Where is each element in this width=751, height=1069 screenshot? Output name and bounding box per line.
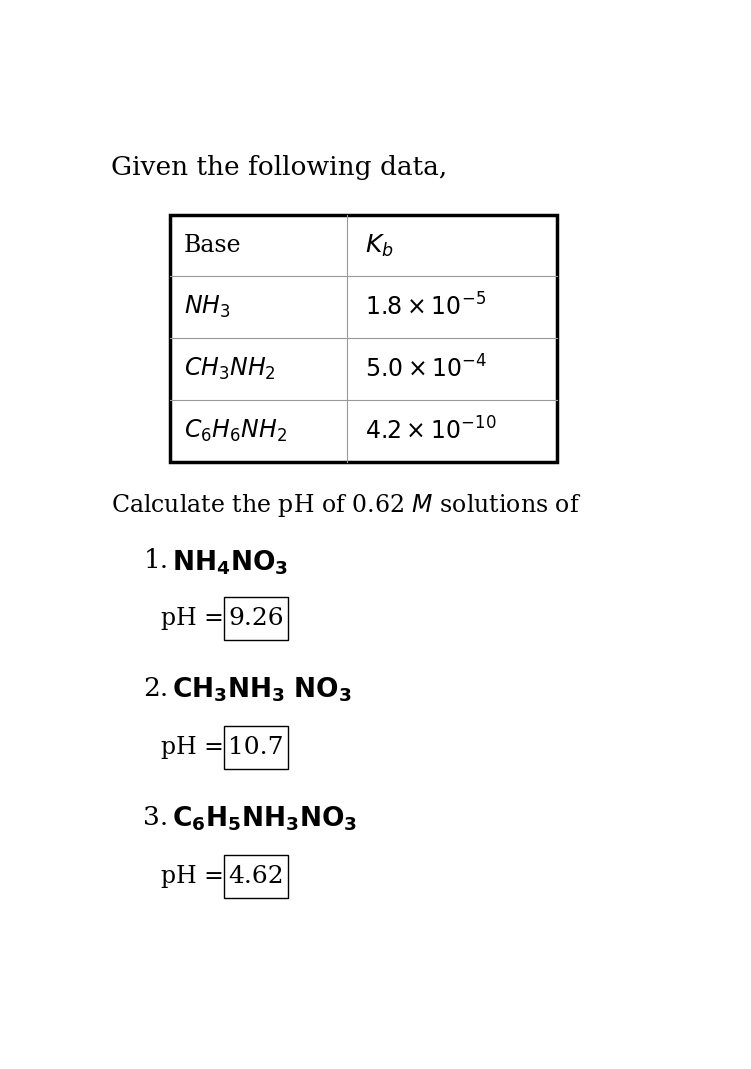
Text: pH =: pH = xyxy=(161,735,231,759)
Text: $\mathit{C_6H_6NH_2}$: $\mathit{C_6H_6NH_2}$ xyxy=(184,418,287,444)
Text: $\mathbf{NH_4NO_3}$: $\mathbf{NH_4NO_3}$ xyxy=(173,548,288,576)
Text: Calculate the pH of 0.62 $M$ solutions of: Calculate the pH of 0.62 $M$ solutions o… xyxy=(111,492,581,520)
Text: $\mathit{CH_3NH_2}$: $\mathit{CH_3NH_2}$ xyxy=(184,356,276,382)
Text: 9.26: 9.26 xyxy=(228,607,284,631)
FancyBboxPatch shape xyxy=(224,726,288,769)
Text: Given the following data,: Given the following data, xyxy=(111,155,448,180)
Text: $1.8 \times 10^{-5}$: $1.8 \times 10^{-5}$ xyxy=(364,294,486,321)
Text: $\mathbf{C_6H_5NH_3NO_3}$: $\mathbf{C_6H_5NH_3NO_3}$ xyxy=(173,805,357,834)
Text: pH =: pH = xyxy=(161,607,231,631)
Text: 1.: 1. xyxy=(143,548,168,573)
Text: $\mathbf{CH_3NH_3\ NO_3}$: $\mathbf{CH_3NH_3\ NO_3}$ xyxy=(173,676,352,704)
Text: 10.7: 10.7 xyxy=(228,735,284,759)
Text: Base: Base xyxy=(184,234,242,257)
Text: 4.62: 4.62 xyxy=(228,865,284,888)
FancyBboxPatch shape xyxy=(224,855,288,898)
Text: $\mathit{NH_3}$: $\mathit{NH_3}$ xyxy=(184,294,231,321)
FancyBboxPatch shape xyxy=(224,598,288,640)
Bar xyxy=(170,215,556,462)
Text: 3.: 3. xyxy=(143,805,168,830)
Text: $5.0 \times 10^{-4}$: $5.0 \times 10^{-4}$ xyxy=(364,356,487,383)
Text: pH =: pH = xyxy=(161,865,231,888)
Text: $4.2 \times 10^{-10}$: $4.2 \times 10^{-10}$ xyxy=(364,417,496,445)
Text: 2.: 2. xyxy=(143,676,168,700)
Text: $K_b$: $K_b$ xyxy=(364,232,394,259)
